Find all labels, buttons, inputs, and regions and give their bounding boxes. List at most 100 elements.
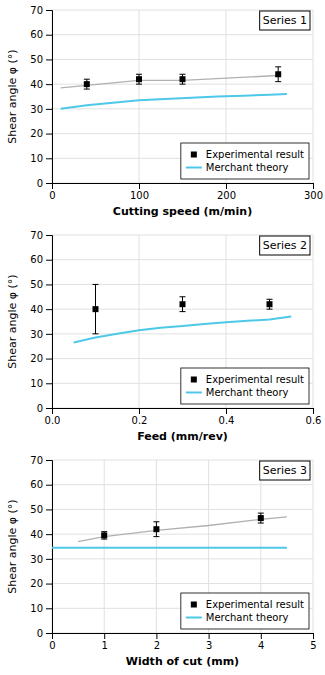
error-bar xyxy=(258,513,264,523)
y-tick: 10 xyxy=(30,603,52,614)
x-tick-mark xyxy=(226,183,227,189)
y-axis-line xyxy=(46,461,53,634)
grid-line-y xyxy=(52,34,313,35)
legend-label: Experimental result xyxy=(206,599,304,610)
grid-line-y xyxy=(52,583,313,584)
y-tick-mark xyxy=(46,235,52,236)
y-tick-mark xyxy=(46,183,52,184)
x-tick: 4 xyxy=(258,633,264,651)
grid-line-x xyxy=(313,235,314,408)
x-tick-mark xyxy=(104,633,105,639)
x-axis-title: Width of cut (mm) xyxy=(126,655,239,668)
y-tick: 10 xyxy=(30,153,52,164)
x-tick-mark xyxy=(313,408,314,414)
grid-line-x xyxy=(139,235,140,408)
y-axis: 010203040506070 xyxy=(30,230,52,414)
y-axis-title: Shear angle φ (°) xyxy=(6,274,19,368)
legend-label: Experimental result xyxy=(206,149,304,160)
y-axis-title: Shear angle φ (°) xyxy=(6,499,19,593)
panel: 012345010203040506070Width of cut (mm)Sh… xyxy=(6,455,317,668)
error-bar xyxy=(180,297,186,312)
x-axis-line xyxy=(53,409,314,415)
x-tick-mark xyxy=(156,633,157,639)
y-tick-mark xyxy=(46,35,52,36)
y-tick-mark xyxy=(46,559,52,560)
y-tick: 40 xyxy=(30,79,52,90)
annotation: Series 2 xyxy=(260,236,310,255)
grid-line-y xyxy=(52,259,313,260)
y-tick-label: 30 xyxy=(30,104,43,115)
x-tick-mark xyxy=(313,633,314,639)
line xyxy=(52,547,287,549)
y-tick-label: 60 xyxy=(30,479,43,490)
y-tick-mark xyxy=(46,359,52,360)
legend: Experimental resultMerchant theory xyxy=(181,593,309,629)
y-tick: 40 xyxy=(30,529,52,540)
x-tick-label: 0.6 xyxy=(306,415,322,426)
y-tick-mark xyxy=(46,158,52,159)
point xyxy=(180,76,186,82)
x-tick-label: 100 xyxy=(130,190,149,201)
grid xyxy=(52,10,313,183)
y-tick-label: 30 xyxy=(30,329,43,340)
legend-label: Merchant theory xyxy=(206,162,289,173)
y-tick: 50 xyxy=(30,279,52,290)
y-tick-label: 20 xyxy=(30,578,43,589)
grid-line-y xyxy=(52,235,313,236)
grid xyxy=(52,460,313,633)
y-tick-label: 40 xyxy=(30,529,43,540)
y-tick-mark xyxy=(46,408,52,409)
x-tick-label: 0 xyxy=(49,190,55,201)
y-tick-label: 60 xyxy=(30,29,43,40)
grid-line-x xyxy=(139,10,140,183)
error-bar xyxy=(93,284,99,333)
y-axis-title: Shear angle φ (°) xyxy=(6,49,19,143)
x-tick-label: 3 xyxy=(206,640,212,651)
y-tick-mark xyxy=(46,309,52,310)
grid-line-y xyxy=(52,558,313,559)
y-tick-label: 70 xyxy=(30,5,43,16)
panel: 0100200300010203040506070Cutting speed (… xyxy=(6,5,323,218)
x-tick-mark xyxy=(139,408,140,414)
y-tick: 30 xyxy=(30,104,52,115)
x-tick-label: 0.2 xyxy=(132,415,148,426)
legend-marker xyxy=(186,392,202,394)
y-tick-label: 40 xyxy=(30,304,43,315)
error-bar xyxy=(153,522,159,537)
annotation-box xyxy=(260,11,310,30)
y-tick-label: 10 xyxy=(30,153,43,164)
y-tick: 70 xyxy=(30,455,52,466)
grid-line-x xyxy=(104,460,105,633)
y-tick-mark xyxy=(46,109,52,110)
line xyxy=(74,317,292,343)
y-tick-mark xyxy=(46,633,52,634)
trend-line xyxy=(61,75,279,87)
grid-line-y xyxy=(52,358,313,359)
x-tick-label: 5 xyxy=(310,640,316,651)
legend-frame xyxy=(181,593,309,629)
grid-line-y xyxy=(52,133,313,134)
y-tick: 10 xyxy=(30,378,52,389)
point xyxy=(101,532,107,538)
y-tick-label: 20 xyxy=(30,128,43,139)
y-tick: 60 xyxy=(30,29,52,40)
legend-marker xyxy=(186,167,202,169)
x-tick: 0.4 xyxy=(219,408,235,426)
error-bar xyxy=(267,299,273,309)
x-tick: 0.2 xyxy=(132,408,148,426)
x-tick: 100 xyxy=(130,183,149,201)
grid-line-y xyxy=(52,333,313,334)
legend-marker xyxy=(186,617,202,619)
x-tick: 300 xyxy=(304,183,323,201)
y-tick-mark xyxy=(46,509,52,510)
y-tick: 70 xyxy=(30,5,52,16)
x-axis: 0.00.20.40.6 xyxy=(45,408,322,426)
grid-line-y xyxy=(52,284,313,285)
x-tick-label: 1 xyxy=(102,640,108,651)
y-tick-mark xyxy=(46,485,52,486)
x-axis: 012345 xyxy=(49,633,316,651)
error-bar xyxy=(101,532,107,539)
line xyxy=(61,94,287,109)
legend-label: Merchant theory xyxy=(206,387,289,398)
x-tick: 3 xyxy=(206,633,212,651)
